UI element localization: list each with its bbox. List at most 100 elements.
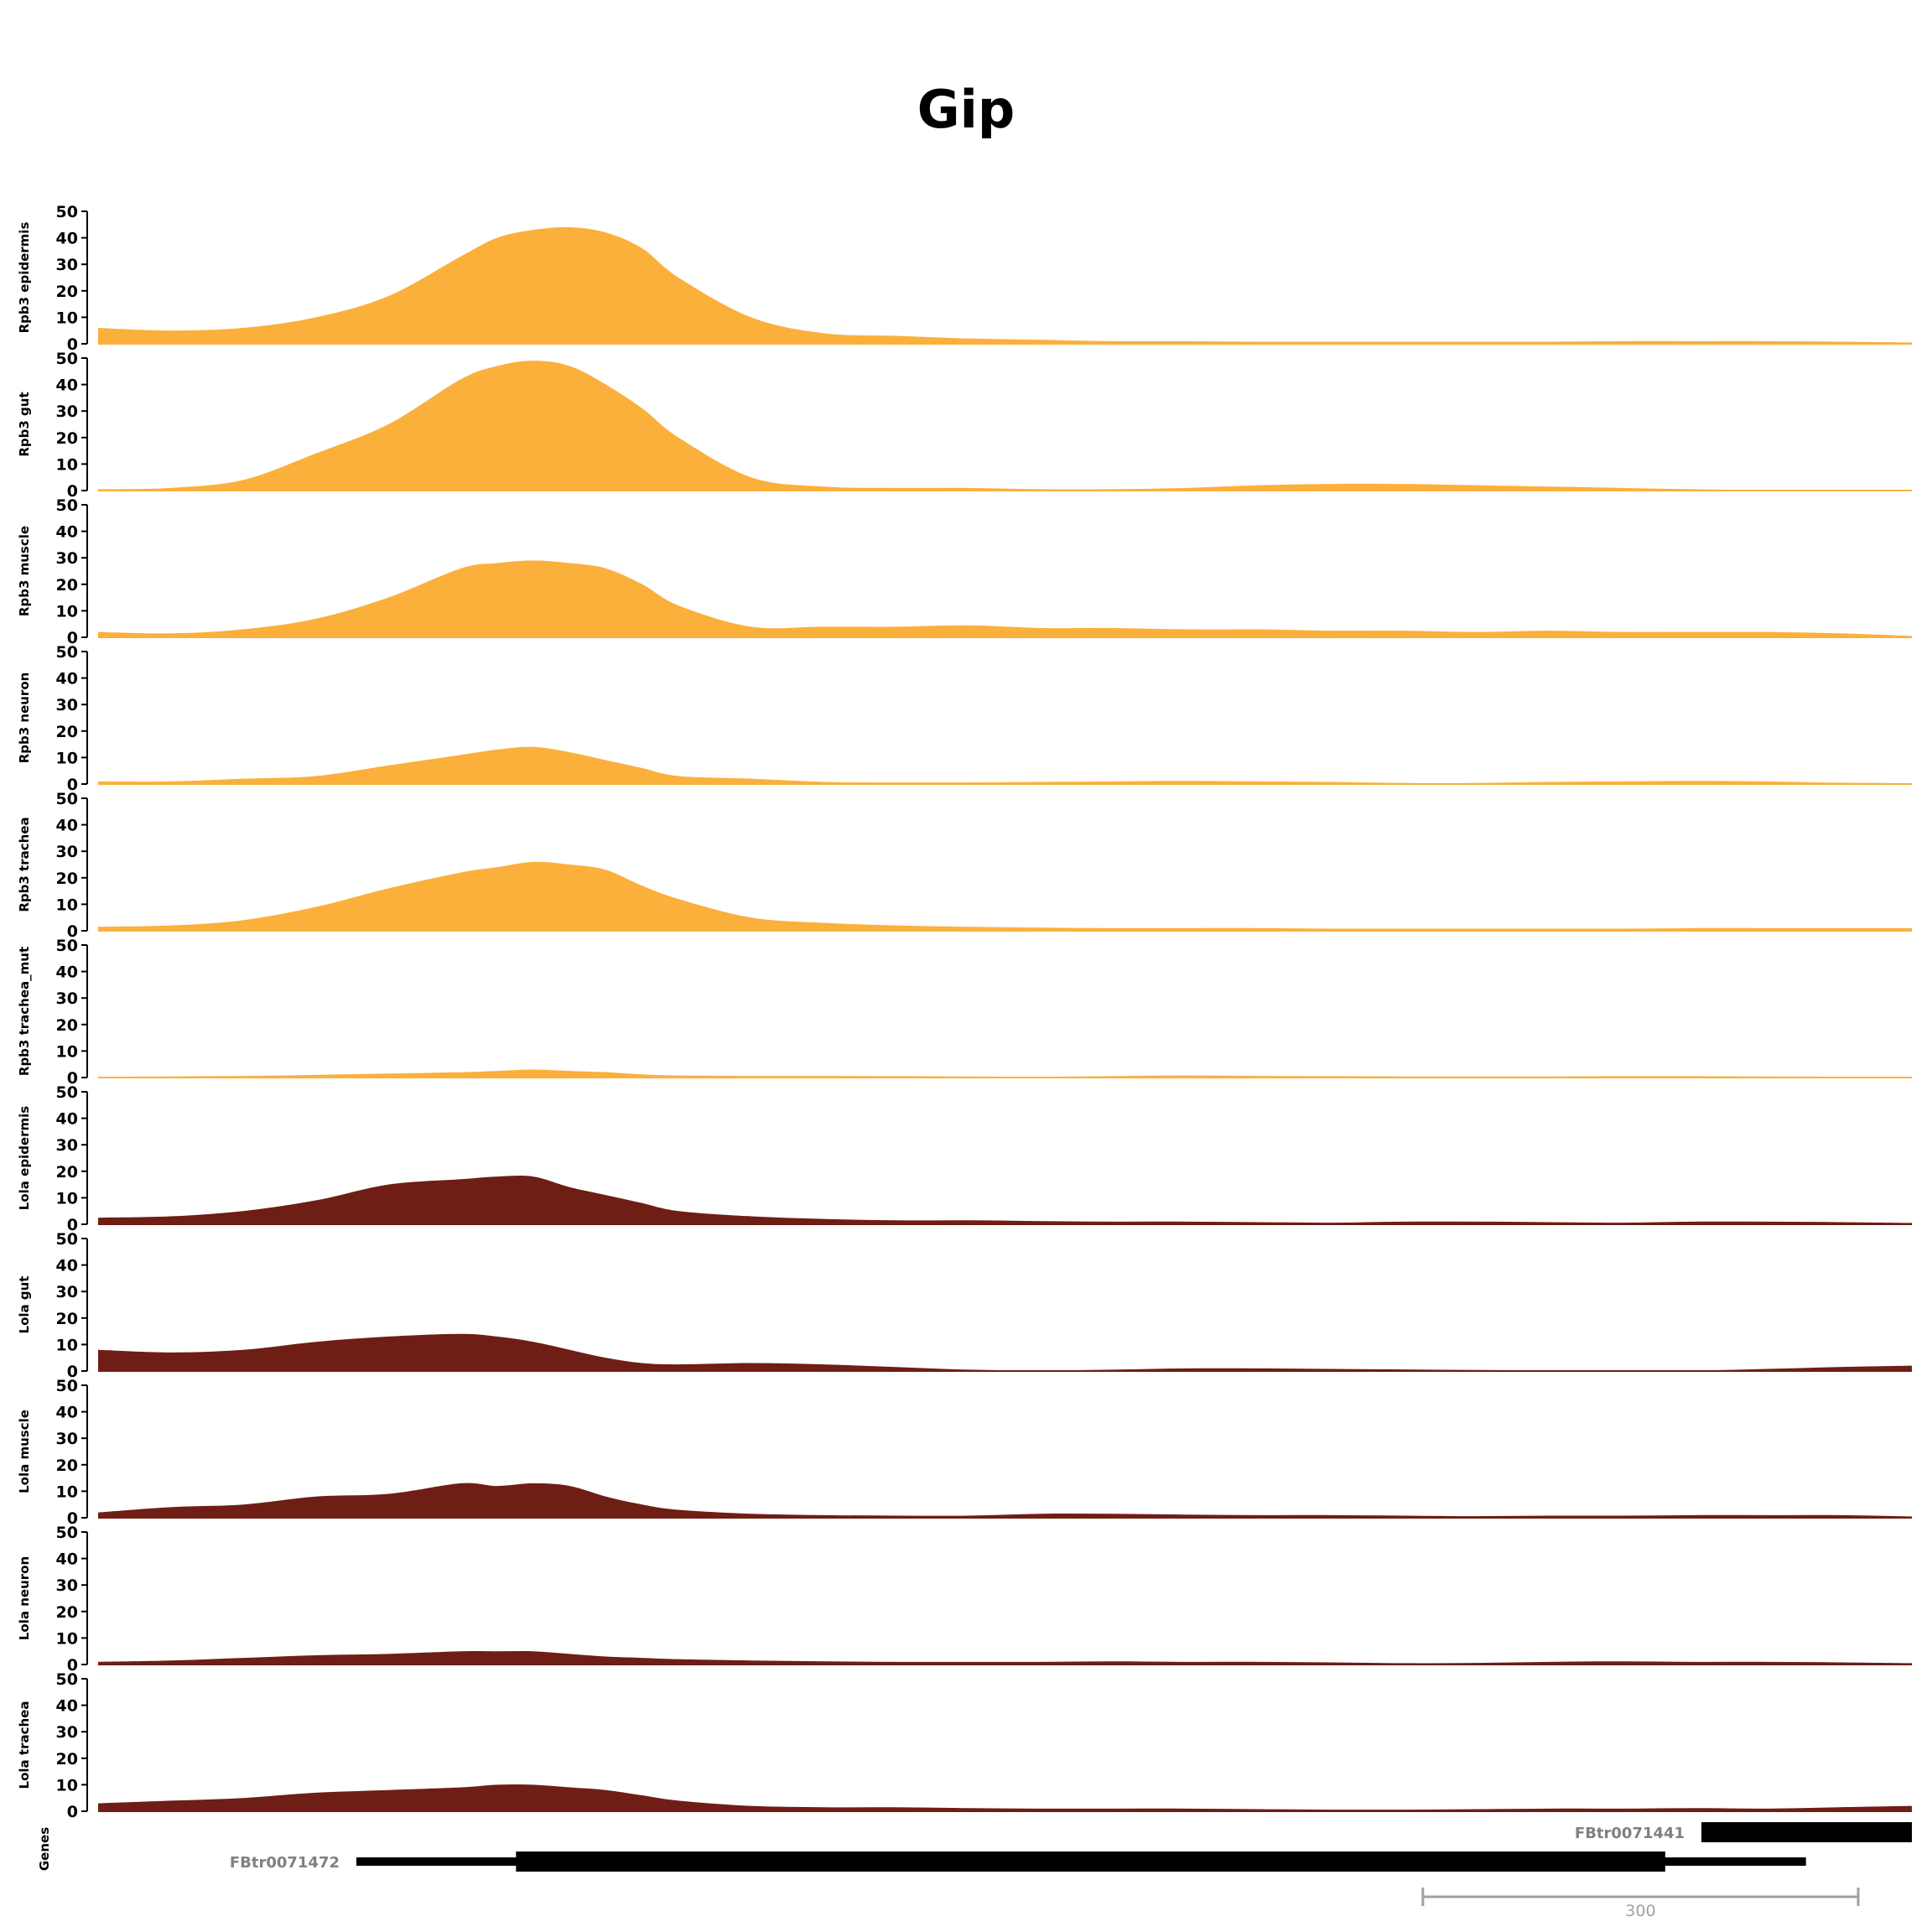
y-tick-label: 30: [56, 549, 78, 568]
y-tick-label: 50: [56, 1524, 78, 1542]
y-tick-label: 0: [67, 335, 78, 354]
y-tick-label: 10: [56, 896, 78, 914]
gene-label-fbtr0071472: FBtr0071472: [230, 1854, 340, 1872]
track-rpb3-gut: 0 10 20 30 40 50 Rpb3 gut: [17, 350, 1912, 501]
genes-track: Genes FBtr0071441 FBtr0071472: [37, 1822, 1912, 1872]
y-tick-label: 40: [56, 670, 78, 688]
y-tick-label: 40: [56, 1110, 78, 1129]
coverage-tracks: 0 10 20 30 40 50 Rpb3 epidermis 0 10 20 30 40 50 Rpb3…: [17, 203, 1912, 1821]
y-tick-label: 0: [67, 776, 78, 794]
y-tick-label: 30: [56, 1723, 78, 1742]
y-tick-label: 30: [56, 843, 78, 861]
track-rpb3-trachea-mut: 0 10 20 30 40 50 Rpb3 trachea_mut: [17, 937, 1912, 1088]
y-tick-label: 50: [56, 790, 78, 808]
y-tick-label: 20: [56, 429, 78, 448]
y-tick-label: 50: [56, 1670, 78, 1689]
scale-bar: 300: [1421, 1888, 1860, 1920]
gene-thick-fbtr0071441: [1701, 1822, 1912, 1842]
track-lola-muscle: 0 10 20 30 40 50 Lola muscle: [17, 1377, 1912, 1528]
gene-thick-fbtr0071472: [516, 1852, 1665, 1872]
track-label-lola-trachea: Lola trachea: [17, 1701, 32, 1789]
scale-bar-label: 300: [1625, 1902, 1655, 1920]
track-lola-gut: 0 10 20 30 40 50 Lola gut: [17, 1230, 1912, 1381]
y-tick-label: 20: [56, 723, 78, 741]
y-tick-label: 30: [56, 1576, 78, 1595]
y-tick-label: 50: [56, 203, 78, 221]
coverage-area-rpb3-trachea: [98, 861, 1912, 931]
y-tick-label: 0: [67, 629, 78, 647]
coverage-area-lola-muscle: [98, 1483, 1912, 1518]
track-label-lola-gut: Lola gut: [17, 1276, 32, 1334]
track-label-rpb3-gut: Rpb3 gut: [17, 392, 32, 456]
y-tick-label: 0: [67, 1509, 78, 1528]
y-tick-label: 50: [56, 1083, 78, 1102]
track-lola-epidermis: 0 10 20 30 40 50 Lola epidermis: [17, 1083, 1912, 1234]
coverage-area-rpb3-epidermis: [98, 226, 1912, 344]
coverage-area-lola-epidermis: [98, 1176, 1912, 1224]
coverage-area-lola-trachea: [98, 1784, 1912, 1811]
y-tick-label: 20: [56, 1163, 78, 1182]
y-tick-label: 10: [56, 309, 78, 327]
y-tick-label: 10: [56, 1629, 78, 1648]
y-tick-label: 0: [67, 482, 78, 501]
y-tick-label: 10: [56, 1189, 78, 1208]
y-tick-label: 0: [67, 1069, 78, 1088]
track-rpb3-epidermis: 0 10 20 30 40 50 Rpb3 epidermis: [17, 203, 1912, 354]
gene-label-fbtr0071441: FBtr0071441: [1575, 1825, 1685, 1842]
coverage-area-lola-gut: [98, 1333, 1912, 1371]
track-rpb3-neuron: 0 10 20 30 40 50 Rpb3 neuron: [17, 643, 1912, 794]
y-tick-label: 20: [56, 1750, 78, 1768]
track-label-rpb3-muscle: Rpb3 muscle: [17, 526, 32, 616]
y-tick-label: 30: [56, 1430, 78, 1448]
coverage-area-rpb3-gut: [98, 361, 1912, 491]
y-tick-label: 0: [67, 922, 78, 941]
y-tick-label: 40: [56, 817, 78, 835]
genes-track-label: Genes: [37, 1827, 52, 1871]
y-tick-label: 10: [56, 1042, 78, 1061]
y-tick-label: 40: [56, 1404, 78, 1422]
y-tick-label: 40: [56, 377, 78, 395]
y-tick-label: 20: [56, 283, 78, 301]
track-label-lola-neuron: Lola neuron: [17, 1556, 32, 1640]
gene-fbtr0071441: FBtr0071441: [1575, 1822, 1912, 1842]
y-tick-label: 10: [56, 1483, 78, 1501]
y-tick-label: 10: [56, 602, 78, 621]
track-lola-trachea: 0 10 20 30 40 50 Lola trachea: [17, 1670, 1912, 1821]
y-tick-label: 50: [56, 937, 78, 955]
y-tick-label: 0: [67, 1363, 78, 1381]
figure-title: Gip: [917, 79, 1015, 140]
track-rpb3-trachea: 0 10 20 30 40 50 Rpb3 trachea: [17, 790, 1912, 941]
y-tick-label: 30: [56, 1283, 78, 1301]
y-tick-label: 50: [56, 643, 78, 662]
y-tick-label: 10: [56, 749, 78, 767]
y-tick-label: 0: [67, 1656, 78, 1675]
track-label-rpb3-trachea: Rpb3 trachea: [17, 817, 32, 911]
y-tick-label: 40: [56, 1697, 78, 1716]
y-tick-label: 30: [56, 1136, 78, 1155]
y-tick-label: 40: [56, 523, 78, 542]
y-tick-label: 10: [56, 1776, 78, 1794]
y-tick-label: 0: [67, 1803, 78, 1821]
track-label-lola-muscle: Lola muscle: [17, 1410, 32, 1493]
y-tick-label: 50: [56, 1230, 78, 1249]
y-tick-label: 30: [56, 696, 78, 714]
coverage-area-rpb3-trachea-mut: [98, 1069, 1912, 1078]
y-tick-label: 30: [56, 989, 78, 1008]
y-tick-label: 20: [56, 1310, 78, 1328]
y-tick-label: 40: [56, 963, 78, 982]
y-tick-label: 20: [56, 1603, 78, 1622]
y-tick-label: 10: [56, 455, 78, 474]
y-tick-label: 40: [56, 230, 78, 248]
track-label-rpb3-epidermis: Rpb3 epidermis: [17, 222, 32, 334]
track-label-rpb3-neuron: Rpb3 neuron: [17, 673, 32, 764]
y-tick-label: 20: [56, 1016, 78, 1035]
y-tick-label: 20: [56, 870, 78, 888]
track-label-rpb3-trachea-mut: Rpb3 trachea_mut: [17, 947, 32, 1076]
gene-fbtr0071472: FBtr0071472: [230, 1852, 1806, 1872]
y-tick-label: 30: [56, 402, 78, 421]
y-tick-label: 40: [56, 1257, 78, 1275]
track-label-lola-epidermis: Lola epidermis: [17, 1106, 32, 1210]
y-tick-label: 50: [56, 496, 78, 515]
y-tick-label: 10: [56, 1336, 78, 1354]
